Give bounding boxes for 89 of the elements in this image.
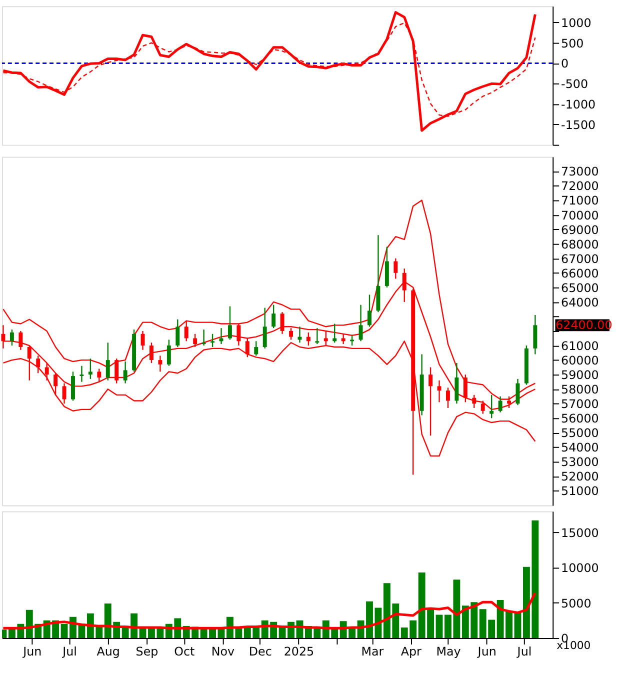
candlestick: [254, 340, 258, 356]
candlestick: [18, 330, 23, 350]
y-tick-label: -500: [561, 77, 588, 92]
x-tick-label: Nov: [211, 644, 235, 658]
y-tick-label: 0: [561, 56, 569, 71]
y-tick-label: 10000: [561, 561, 599, 576]
candlestick: [149, 342, 154, 364]
y-tick-label: 66000: [561, 266, 599, 280]
candlestick: [454, 362, 459, 404]
y-tick-label: 52000: [561, 470, 599, 484]
candlestick: [158, 355, 162, 372]
candlestick: [394, 258, 398, 280]
x-tick-label: Jun: [22, 644, 42, 658]
candlestick: [306, 332, 310, 346]
candlestick: [315, 328, 320, 345]
candlestick: [184, 320, 188, 342]
candlestick: [272, 304, 276, 329]
y-tick-label: 60000: [561, 354, 599, 368]
x-tick-label: Dec: [248, 644, 272, 658]
y-tick-label: 61000: [561, 338, 599, 353]
x-tick-label: 2025: [284, 644, 314, 658]
y-tick-label: 57000: [561, 397, 599, 412]
x-tick-label: Jun: [476, 644, 496, 658]
bar: [436, 614, 443, 638]
candlestick: [228, 306, 232, 340]
candlestick: [44, 362, 49, 381]
y-tick-label: 64000: [561, 295, 599, 310]
y-tick-label: 71000: [561, 194, 599, 208]
y-tick-label: -1500: [561, 118, 596, 132]
y-tick-label: 56000: [561, 412, 599, 426]
x-tick-label: Oct: [174, 644, 195, 658]
candlestick: [533, 314, 538, 355]
y-tick-label: 73000: [561, 164, 599, 179]
candlestick: [114, 358, 119, 384]
candlestick: [428, 366, 433, 436]
y-tick-label: 500: [561, 36, 584, 50]
y-tick-label: 51000: [561, 484, 599, 498]
x-tick-label: Mar: [361, 644, 384, 658]
y-tick-label: 69000: [561, 222, 599, 237]
candlestick: [280, 312, 284, 335]
candlestick: [36, 355, 40, 374]
candlestick: [236, 323, 241, 346]
candlestick: [368, 294, 372, 328]
candlestick: [27, 344, 32, 381]
y-tick-label: 70000: [561, 208, 599, 222]
y-tick-label: 53000: [561, 455, 599, 470]
candlestick: [80, 365, 84, 382]
y-tick-label: 68000: [561, 237, 599, 252]
candlestick: [210, 333, 214, 348]
x-tick-label: Apr: [400, 644, 422, 658]
candlestick: [54, 372, 58, 396]
y-tick-label: 55000: [561, 426, 599, 440]
candlestick: [193, 333, 198, 348]
x-tick-label: Jul: [62, 644, 77, 658]
bar: [514, 612, 522, 638]
candlestick: [446, 387, 450, 409]
y-tick-label: 59000: [561, 368, 599, 382]
y-tick-label: 1000: [561, 16, 592, 30]
bar: [60, 624, 68, 638]
candlestick: [97, 368, 102, 382]
candlestick: [71, 371, 75, 402]
candlestick: [166, 339, 171, 366]
y-tick-label: 72000: [561, 179, 599, 194]
y-tick-label: -1000: [561, 97, 596, 112]
y-tick-label: 58000: [561, 382, 599, 397]
candlestick: [358, 304, 363, 342]
candlestick: [350, 334, 354, 346]
candlestick: [123, 360, 128, 384]
candlestick: [490, 394, 494, 419]
candlestick: [106, 342, 110, 381]
candlestick: [289, 328, 293, 340]
candlestick: [262, 307, 267, 350]
line-series: [2, 592, 536, 630]
y-tick-label: 5000: [561, 596, 592, 610]
candlestick: [202, 328, 206, 346]
candlestick: [176, 318, 180, 348]
candlestick: [10, 328, 14, 346]
x-tick-label: Aug: [96, 644, 120, 658]
y-tick-label: 65000: [561, 280, 599, 295]
x-tick-label: Jul: [516, 644, 532, 658]
y-tick-label: 67000: [561, 252, 599, 266]
x-tick-label: May: [436, 644, 461, 658]
candlestick: [437, 380, 442, 403]
candlestick: [62, 382, 66, 404]
candlestick: [88, 358, 92, 380]
candlestick: [498, 396, 502, 413]
y-tick-label: 15000: [561, 526, 599, 540]
x-tick-label: Sep: [136, 644, 158, 658]
y-tick-label: 54000: [561, 440, 599, 455]
